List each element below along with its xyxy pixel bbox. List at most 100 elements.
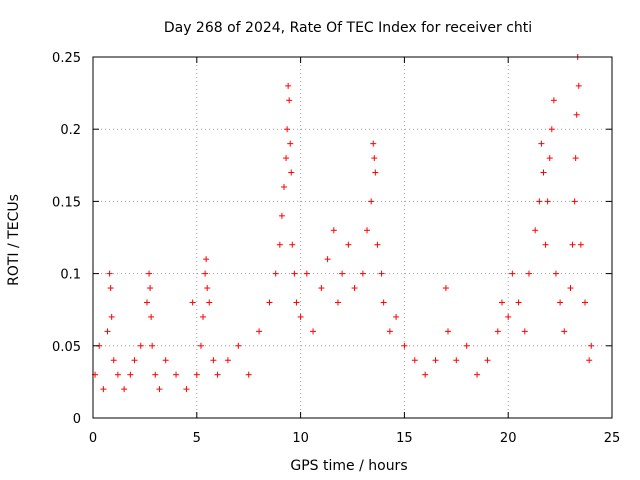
data-point <box>149 342 156 349</box>
data-point <box>189 299 196 306</box>
data-point <box>577 241 584 248</box>
data-point <box>359 270 366 277</box>
data-point <box>544 198 551 205</box>
data-point <box>324 256 331 263</box>
data-point <box>108 313 115 320</box>
data-point <box>567 285 574 292</box>
data-point <box>371 155 378 162</box>
data-point <box>278 212 285 219</box>
data-point <box>214 371 221 378</box>
data-point <box>494 328 501 335</box>
data-point <box>137 342 144 349</box>
data-point <box>572 155 579 162</box>
data-point <box>532 227 539 234</box>
data-point <box>289 241 296 248</box>
data-point <box>197 342 204 349</box>
data-point <box>318 285 325 292</box>
x-tick-label: 25 <box>604 431 621 446</box>
data-point <box>330 227 337 234</box>
data-point <box>364 227 371 234</box>
data-points <box>92 54 595 393</box>
data-point <box>156 386 163 393</box>
data-point <box>515 299 522 306</box>
data-point <box>432 357 439 364</box>
data-point <box>114 371 121 378</box>
data-point <box>127 371 134 378</box>
grid-lines <box>93 57 612 418</box>
y-tick-label: 0.1 <box>60 268 81 283</box>
data-point <box>453 357 460 364</box>
data-point <box>386 328 393 335</box>
data-point <box>284 126 291 133</box>
data-point <box>334 299 341 306</box>
data-point <box>283 155 290 162</box>
y-axis-label: ROTI / TECUs <box>6 194 22 286</box>
data-point <box>575 82 582 89</box>
data-point <box>569 241 576 248</box>
x-tick-label: 0 <box>89 431 97 446</box>
data-point <box>131 357 138 364</box>
data-point <box>505 313 512 320</box>
x-tick-label: 5 <box>193 431 201 446</box>
data-point <box>378 270 385 277</box>
data-point <box>411 357 418 364</box>
data-point <box>193 371 200 378</box>
data-point <box>463 342 470 349</box>
y-tick-labels: 0 0.05 0.1 0.15 0.2 0.25 <box>52 51 81 427</box>
data-point <box>550 97 557 104</box>
data-point <box>203 256 210 263</box>
y-tick-label: 0.05 <box>52 340 81 355</box>
data-point <box>474 371 481 378</box>
data-point <box>106 270 113 277</box>
data-point <box>370 140 377 147</box>
data-point <box>245 371 252 378</box>
data-point <box>183 386 190 393</box>
data-point <box>152 371 159 378</box>
data-point <box>444 328 451 335</box>
data-point <box>368 198 375 205</box>
y-tick-label: 0.15 <box>52 195 81 210</box>
data-point <box>582 299 589 306</box>
data-point <box>204 285 211 292</box>
data-point <box>287 140 294 147</box>
data-point <box>521 328 528 335</box>
data-point <box>552 270 559 277</box>
data-point <box>206 299 213 306</box>
data-point <box>121 386 128 393</box>
data-point <box>401 342 408 349</box>
x-tick-label: 15 <box>396 431 413 446</box>
data-point <box>297 313 304 320</box>
data-point <box>548 126 555 133</box>
data-point <box>561 328 568 335</box>
data-point <box>100 386 107 393</box>
data-point <box>146 270 153 277</box>
data-point <box>339 270 346 277</box>
data-point <box>291 270 298 277</box>
data-point <box>288 169 295 176</box>
data-point <box>202 270 209 277</box>
data-point <box>200 313 207 320</box>
data-point <box>588 342 595 349</box>
data-point <box>303 270 310 277</box>
data-point <box>148 313 155 320</box>
data-point <box>422 371 429 378</box>
data-point <box>573 111 580 118</box>
data-point <box>542 241 549 248</box>
data-point <box>104 328 111 335</box>
data-point <box>310 328 317 335</box>
data-point <box>380 299 387 306</box>
data-point <box>143 299 150 306</box>
y-tick-label: 0.2 <box>60 123 81 138</box>
x-tick-labels: 0 5 10 15 20 25 <box>89 431 620 446</box>
data-point <box>110 357 117 364</box>
data-point <box>235 342 242 349</box>
data-point <box>509 270 516 277</box>
data-point <box>540 169 547 176</box>
data-point <box>286 97 293 104</box>
data-point <box>571 198 578 205</box>
data-point <box>256 328 263 335</box>
data-point <box>272 270 279 277</box>
x-tick-label: 10 <box>292 431 309 446</box>
data-point <box>266 299 273 306</box>
